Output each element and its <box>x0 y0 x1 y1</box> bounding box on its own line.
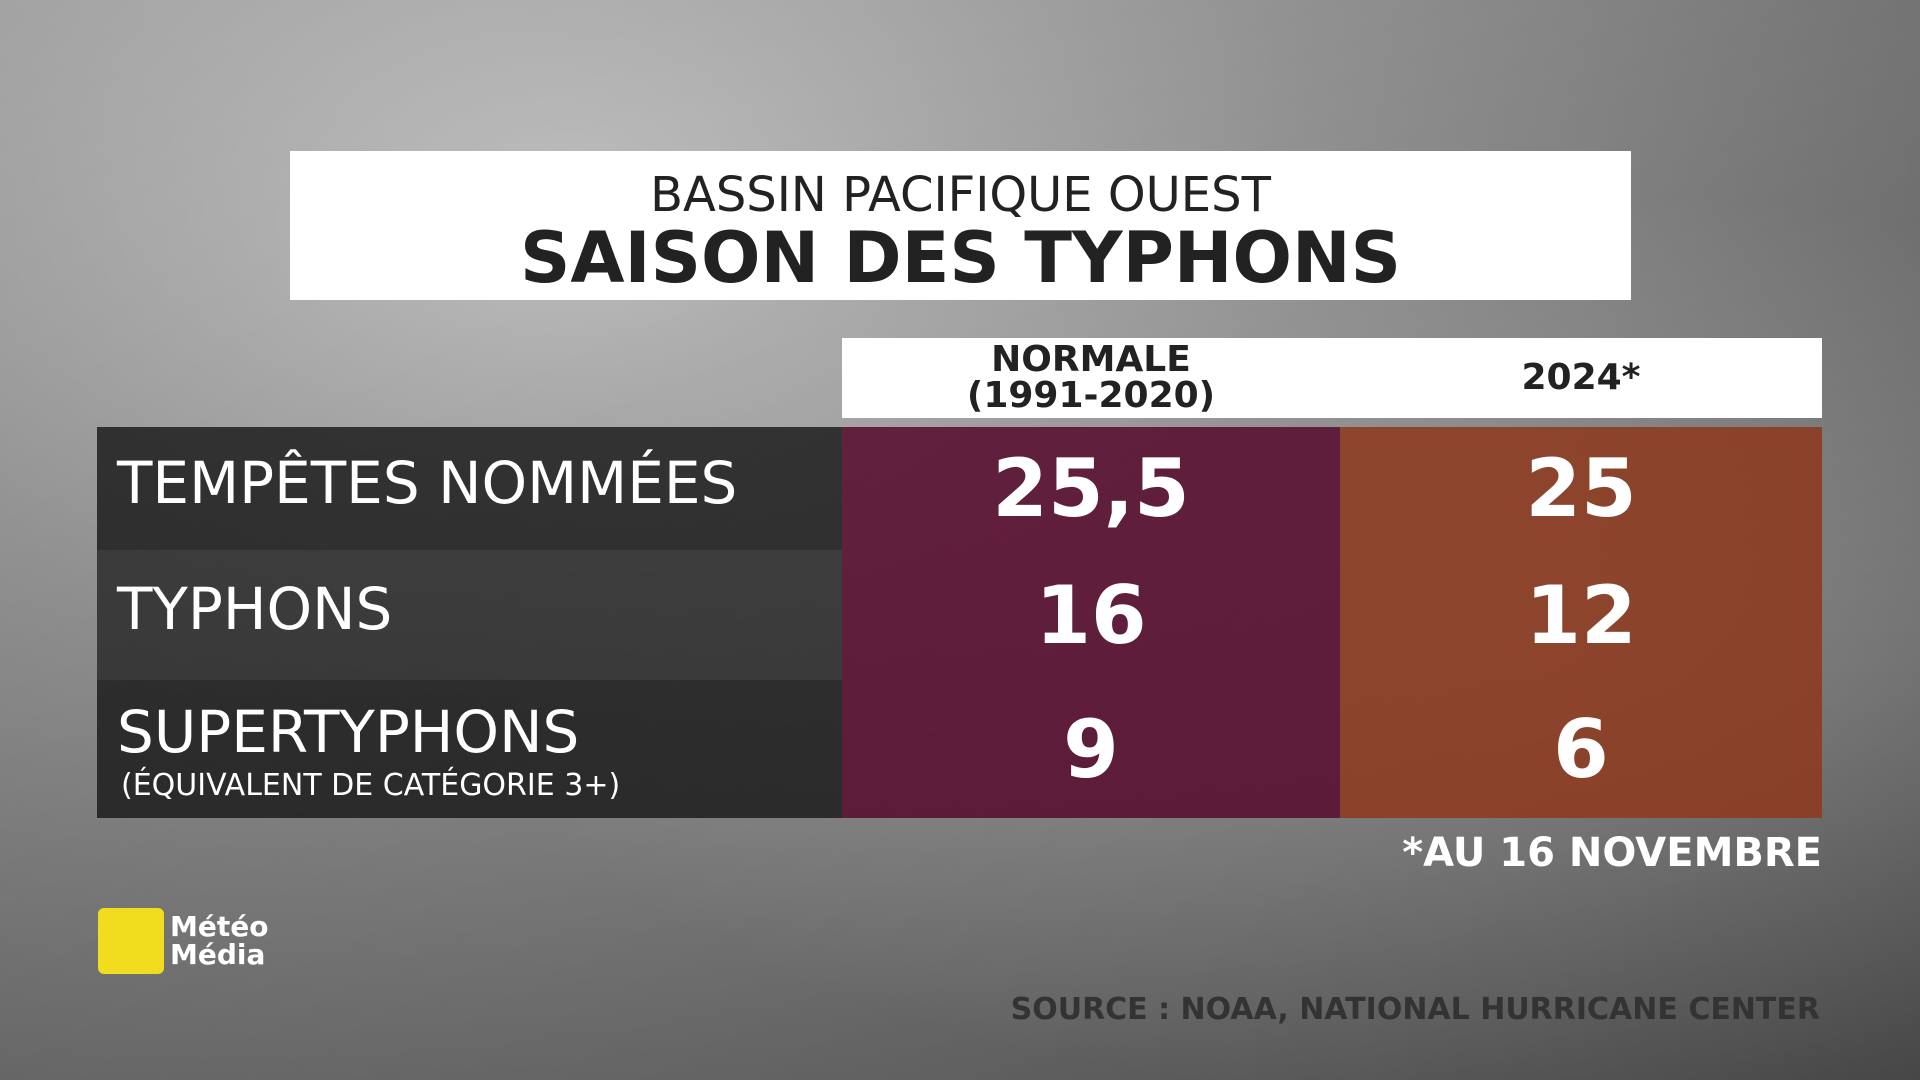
title-box: BASSIN PACIFIQUE OUEST SAISON DES TYPHON… <box>290 151 1631 300</box>
row-label: TYPHONS <box>117 575 393 643</box>
source: SOURCE : NOAA, NATIONAL HURRICANE CENTER <box>1010 992 1820 1027</box>
subtitle: BASSIN PACIFIQUE OUEST <box>650 167 1271 223</box>
cell-value: 16 <box>842 550 1340 680</box>
table-header: NORMALE (1991-2020) 2024* <box>842 338 1822 418</box>
logo-icon <box>98 908 164 974</box>
table-row: TYPHONS 16 12 <box>97 550 1822 680</box>
cell-value: 25 <box>1340 427 1822 550</box>
logo-text: Météo Média <box>170 913 268 969</box>
cell-value: 12 <box>1340 550 1822 680</box>
cell-value: 9 <box>842 680 1340 818</box>
column-header: NORMALE (1991-2020) <box>842 338 1340 418</box>
column-label: NORMALE <box>991 339 1191 380</box>
logo-line: Météo <box>170 910 269 943</box>
row-label: SUPERTYPHONS <box>117 698 580 766</box>
row-note: (ÉQUIVALENT DE CATÉGORIE 3+) <box>121 768 621 803</box>
title: SAISON DES TYPHONS <box>519 217 1402 299</box>
logo-line: Média <box>170 938 266 971</box>
row-background <box>97 680 842 818</box>
row-background <box>97 550 842 680</box>
cell-value: 6 <box>1340 680 1822 818</box>
footnote: *AU 16 NOVEMBRE <box>1402 830 1822 876</box>
table-row: TEMPÊTES NOMMÉES 25,5 25 <box>97 427 1822 550</box>
column-sublabel: (1991-2020) <box>966 375 1216 416</box>
column-header: 2024* <box>1340 338 1822 418</box>
row-background <box>97 427 842 550</box>
row-label: TEMPÊTES NOMMÉES <box>117 448 738 517</box>
logo: Météo Média <box>98 908 268 974</box>
table-row: SUPERTYPHONS (ÉQUIVALENT DE CATÉGORIE 3+)… <box>97 680 1822 818</box>
cell-value: 25,5 <box>842 427 1340 550</box>
column-label: 2024* <box>1521 357 1641 398</box>
